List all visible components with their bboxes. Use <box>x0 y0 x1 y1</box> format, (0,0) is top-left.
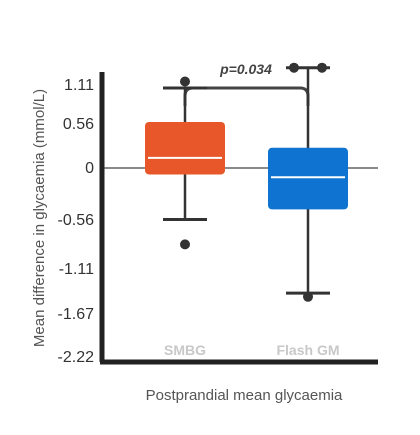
outlier-point <box>289 62 299 73</box>
box <box>268 147 348 210</box>
category-label-flash-gm: Flash GM <box>276 342 339 358</box>
outlier-point <box>180 76 190 87</box>
y-tick-label: -1.67 <box>58 306 95 323</box>
y-tick-label: 0 <box>85 160 94 177</box>
y-tick-label: 1.11 <box>64 77 94 94</box>
bracket-line <box>183 86 310 106</box>
box <box>145 122 225 175</box>
y-tick-label: -0.56 <box>58 212 95 229</box>
y-axis: 1.11 0.56 0 -0.56 -1.11 -1.67 -2.22 <box>58 72 105 366</box>
y-tick-label: -1.11 <box>59 261 94 278</box>
category-label-smbg: SMBG <box>164 342 206 358</box>
p-value-label: p=0.034 <box>219 61 272 77</box>
x-axis-title: Postprandial mean glycaemia <box>146 387 343 404</box>
outlier-point <box>303 291 313 302</box>
y-tick-label: -2.22 <box>58 349 95 366</box>
outlier-point <box>317 62 327 73</box>
box-plots <box>145 62 348 302</box>
y-tick-label: 0.56 <box>63 116 94 133</box>
outlier-point <box>180 239 190 250</box>
y-axis-title: Mean difference in glycaemia (mmol/L) <box>31 89 48 347</box>
